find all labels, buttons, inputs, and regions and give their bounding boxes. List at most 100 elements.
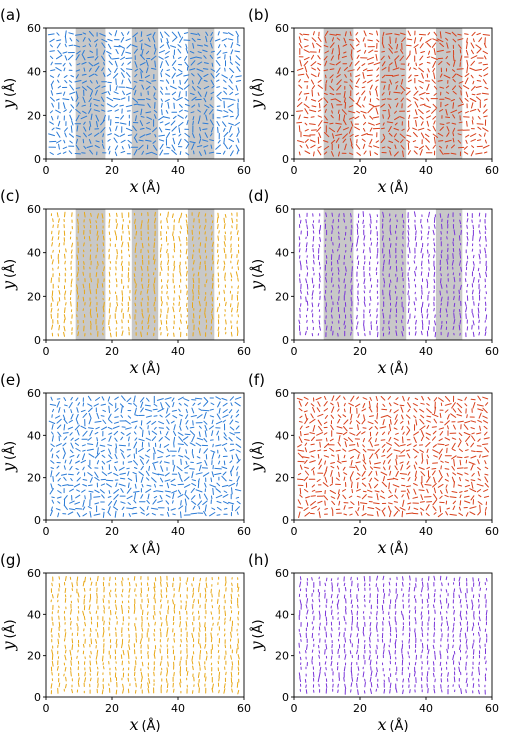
- x-tick-label: 40: [171, 702, 185, 715]
- y-tick-label: 0: [282, 514, 289, 527]
- x-tick-label: 20: [105, 345, 119, 358]
- axes-frame: [45, 392, 245, 521]
- x-tick-label: 20: [353, 164, 367, 177]
- x-tick-label: 40: [419, 345, 433, 358]
- y-tick-label: 0: [34, 691, 41, 704]
- x-axis-label: x (Å): [129, 358, 160, 377]
- panel-2: (b) 0 20 40 60 0 20 40 60 x (Å) y(Å): [247, 6, 499, 196]
- dipole-arrows: [47, 30, 242, 157]
- axes-frame: [45, 208, 245, 341]
- axes-frame: [45, 27, 245, 160]
- axes-frame: [293, 572, 493, 698]
- y-tick-label: 20: [275, 109, 289, 122]
- x-tick-label: 60: [485, 345, 499, 358]
- x-tick-label: 0: [43, 345, 50, 358]
- y-tick-label: 20: [27, 472, 41, 485]
- panel-3: (c) 0 20 40 60 0 20 40 60 x (Å) y(Å): [0, 187, 251, 377]
- y-axis-label: y(Å): [0, 78, 18, 110]
- x-tick-label: 60: [485, 525, 499, 538]
- x-tick-label: 0: [291, 702, 298, 715]
- dipole-arrows: [48, 395, 242, 519]
- x-tick-label: 60: [237, 525, 251, 538]
- y-axis-label: y(Å): [0, 619, 18, 651]
- y-tick-label: 40: [275, 608, 289, 621]
- x-tick-label: 20: [353, 525, 367, 538]
- x-tick-label: 20: [353, 345, 367, 358]
- y-tick-label: 0: [34, 334, 41, 347]
- x-tick-label: 60: [237, 345, 251, 358]
- y-tick-label: 20: [275, 650, 289, 663]
- y-tick-label: 20: [275, 290, 289, 303]
- x-axis-label: x (Å): [377, 538, 408, 557]
- axes-frame: [293, 27, 493, 160]
- dipole-arrows: [296, 30, 490, 158]
- x-tick-label: 60: [237, 164, 251, 177]
- y-axis-label: y(Å): [247, 619, 266, 651]
- y-tick-label: 40: [275, 66, 289, 79]
- x-axis-label: x (Å): [377, 177, 408, 196]
- x-tick-label: 0: [291, 164, 298, 177]
- x-tick-label: 20: [353, 702, 367, 715]
- x-tick-label: 20: [105, 702, 119, 715]
- y-axis-label: y(Å): [247, 441, 266, 473]
- y-tick-label: 40: [275, 429, 289, 442]
- y-tick-label: 20: [275, 472, 289, 485]
- panel-label: (d): [248, 187, 269, 205]
- x-axis-label: x (Å): [377, 715, 408, 734]
- x-axis-label: x (Å): [377, 358, 408, 377]
- panel-5: (e) 0 20 40 60 0 20 40 60 x (Å) y(Å): [0, 371, 251, 557]
- panel-label: (h): [248, 551, 269, 569]
- x-axis-label: x (Å): [129, 177, 160, 196]
- panel-1: (a) 0 20 40 60 0 20 40 60 x (Å) y(Å): [0, 6, 251, 196]
- y-tick-label: 40: [27, 429, 41, 442]
- x-tick-label: 0: [291, 525, 298, 538]
- y-tick-label: 60: [27, 567, 41, 580]
- panel-label: (a): [0, 6, 21, 24]
- x-tick-label: 20: [105, 525, 119, 538]
- x-tick-label: 60: [237, 702, 251, 715]
- x-tick-label: 60: [485, 702, 499, 715]
- x-tick-label: 0: [43, 525, 50, 538]
- panel-label: (e): [0, 371, 21, 389]
- x-tick-label: 60: [485, 164, 499, 177]
- y-tick-label: 60: [275, 203, 289, 216]
- x-tick-label: 0: [291, 345, 298, 358]
- dipole-arrows: [50, 211, 240, 338]
- y-axis-label: y(Å): [0, 441, 18, 473]
- axes-frame: [45, 572, 245, 698]
- y-axis-label: y(Å): [247, 78, 266, 110]
- x-tick-label: 40: [419, 702, 433, 715]
- panel-label: (g): [0, 551, 21, 569]
- y-tick-label: 60: [27, 22, 41, 35]
- y-tick-label: 0: [282, 334, 289, 347]
- shaded-band: [435, 209, 463, 340]
- x-tick-label: 20: [105, 164, 119, 177]
- shaded-band: [379, 209, 407, 340]
- x-tick-label: 40: [419, 525, 433, 538]
- dipole-arrows: [298, 211, 488, 338]
- panel-label: (b): [248, 6, 269, 24]
- y-axis-label: y(Å): [0, 259, 18, 291]
- y-tick-label: 0: [34, 153, 41, 166]
- axes-frame: [293, 392, 493, 521]
- y-tick-label: 40: [275, 247, 289, 260]
- dipole-arrows: [296, 395, 490, 518]
- x-tick-label: 40: [419, 164, 433, 177]
- y-tick-label: 60: [275, 567, 289, 580]
- panel-8: (h) 0 20 40 60 0 20 40 60 x (Å) y(Å): [247, 551, 499, 734]
- x-tick-label: 40: [171, 164, 185, 177]
- panel-label: (c): [0, 187, 20, 205]
- y-tick-label: 60: [27, 203, 41, 216]
- y-tick-label: 20: [27, 650, 41, 663]
- x-axis-label: x (Å): [129, 538, 160, 557]
- shaded-band: [435, 28, 463, 159]
- axes-frame: [293, 208, 493, 341]
- x-tick-label: 40: [171, 345, 185, 358]
- y-tick-label: 40: [27, 608, 41, 621]
- dipole-arrows: [50, 575, 240, 695]
- x-tick-label: 0: [43, 164, 50, 177]
- y-tick-label: 0: [34, 514, 41, 527]
- y-tick-label: 60: [27, 387, 41, 400]
- panel-4: (d) 0 20 40 60 0 20 40 60 x (Å) y(Å): [247, 187, 499, 377]
